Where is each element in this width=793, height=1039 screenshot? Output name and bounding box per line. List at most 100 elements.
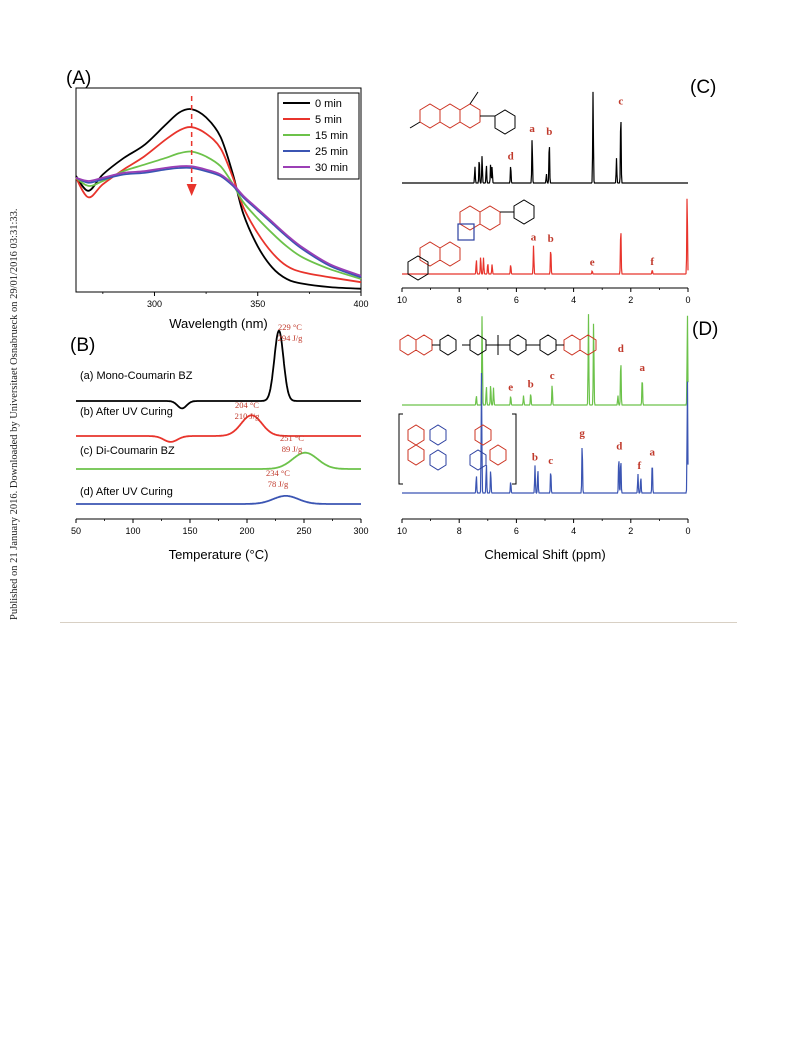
curve-label: (d) After UV Curing: [80, 486, 173, 498]
x-tick-label: 10: [397, 526, 407, 536]
x-tick-label: 8: [457, 295, 462, 305]
peak-assignment-label: e: [590, 257, 595, 269]
dsc-curve: [76, 329, 361, 410]
series-line-30-min: [75, 165, 362, 277]
x-tick-label: 0: [685, 526, 690, 536]
peak-assignment-label: b: [532, 451, 538, 463]
peak-assignment-label: b: [528, 379, 534, 391]
dsc-curve: [76, 451, 361, 470]
bisphenol-backbone: [432, 334, 564, 356]
peak-temp-annotation: 251 °C: [280, 433, 304, 443]
cyclobutane-ring: [457, 223, 475, 241]
panel-label: (A): [66, 68, 91, 89]
coumarin-rings: [399, 334, 597, 356]
panel-c: (C)10 8 6 4 2 0da bca be f: [397, 77, 716, 305]
peak-assignment-label: f: [650, 256, 654, 268]
x-tick-label: 350: [250, 299, 265, 309]
legend-entry: 30 min: [315, 162, 348, 174]
panel-b: (B) 50 100 150 200 250 300 Temperature (°C) (a) …: [70, 322, 369, 562]
series-line-15-min: [75, 150, 362, 280]
series-line-0-min: [75, 108, 362, 290]
peak-enthalpy-annotation: 78 J/g: [268, 479, 289, 489]
x-axis-label: Chemical Shift (ppm): [484, 547, 605, 562]
x-tick-label: 150: [182, 526, 197, 536]
bonds: [409, 91, 516, 135]
x-tick-label: 6: [514, 295, 519, 305]
peak-assignment-label: e: [508, 381, 513, 393]
peak-assignment-label: d: [618, 343, 624, 355]
ring-system: [419, 103, 481, 129]
peak-assignment-label: c: [548, 455, 553, 467]
ring-system: [419, 205, 501, 267]
bonds: [407, 199, 535, 281]
x-tick-label: 4: [571, 526, 576, 536]
x-tick-label: 300: [147, 299, 162, 309]
curve-label: (b) After UV Curing: [80, 406, 173, 418]
legend-entry: 25 min: [315, 146, 348, 158]
legend-entry: 0 min: [315, 98, 342, 110]
polymer-structure: [398, 413, 517, 485]
dimer-structure: [407, 199, 535, 281]
panel-a: (A) 300 350 400 Wavelength (nm) 0 min 5 min 15 …: [66, 68, 369, 331]
peak-assignment-label: b: [546, 126, 552, 138]
peak-temp-annotation: 234 °C: [266, 468, 290, 478]
x-tick-label: 400: [353, 299, 368, 309]
x-tick-label: 8: [457, 526, 462, 536]
peak-assignment-label: b: [548, 233, 554, 245]
plot-frame: [75, 87, 362, 293]
peak-temp-annotation: 204 °C: [235, 400, 259, 410]
series-line-25-min: [75, 166, 362, 279]
peak-enthalpy-annotation: 210 J/g: [235, 411, 261, 421]
trend-arrow-head: [186, 184, 197, 196]
curve-label: (a) Mono-Coumarin BZ: [80, 370, 193, 382]
nmr-spectrum: [402, 314, 689, 406]
peak-assignment-label: a: [531, 231, 537, 243]
publication-note: Published on 21 January 2016. Downloaded…: [9, 209, 20, 620]
x-tick-label: 2: [628, 526, 633, 536]
nmr-spectrum: [402, 198, 689, 275]
repeat-brackets: [398, 413, 517, 485]
mono-coumarin-bz-structure: [409, 91, 516, 135]
x-tick-label: 10: [397, 295, 407, 305]
peak-assignment-label: d: [508, 151, 514, 163]
legend: 0 min 5 min 15 min 25 min 30 min: [277, 92, 360, 180]
x-tick-label: 0: [685, 295, 690, 305]
curve-label: (c) Di-Coumarin BZ: [80, 445, 175, 457]
peak-assignment-label: a: [529, 123, 535, 135]
x-tick-label: 250: [296, 526, 311, 536]
peak-assignment-label: a: [650, 447, 656, 459]
publication-sidebar: Published on 21 January 2016. Downloaded…: [9, 209, 20, 620]
di-coumarin-bz-structure: [399, 334, 597, 356]
peak-temp-annotation: 229 °C: [278, 322, 302, 332]
panel-label: (C): [690, 77, 716, 98]
peak-assignment-label: f: [638, 460, 642, 472]
footer-divider: [60, 622, 737, 623]
x-tick-label: 50: [71, 526, 81, 536]
nmr-spectrum: [402, 372, 689, 494]
x-tick-label: 6: [514, 526, 519, 536]
x-axis-label: Wavelength (nm): [169, 316, 268, 331]
panel-label: (B): [70, 335, 95, 356]
dsc-curve: [76, 495, 361, 505]
legend-entry: 15 min: [315, 130, 348, 142]
peak-assignment-label: c: [550, 370, 555, 382]
x-tick-label: 300: [353, 526, 368, 536]
panel-label: (D): [692, 319, 718, 340]
x-tick-label: 4: [571, 295, 576, 305]
peak-assignment-label: c: [618, 95, 623, 107]
crosslink-rings: [429, 424, 487, 471]
dsc-curve: [76, 414, 361, 443]
x-tick-label: 2: [628, 295, 633, 305]
x-tick-label: 100: [125, 526, 140, 536]
coumarin-rings: [407, 424, 507, 466]
legend-entry: 5 min: [315, 114, 342, 126]
peak-assignment-label: d: [616, 441, 622, 453]
peak-enthalpy-annotation: 89 J/g: [282, 444, 303, 454]
peak-assignment-label: g: [579, 427, 585, 439]
series-line-5-min: [75, 126, 362, 284]
nmr-spectrum: [402, 91, 688, 184]
peak-assignment-label: a: [639, 362, 645, 374]
x-axis-label: Temperature (°C): [169, 547, 269, 562]
